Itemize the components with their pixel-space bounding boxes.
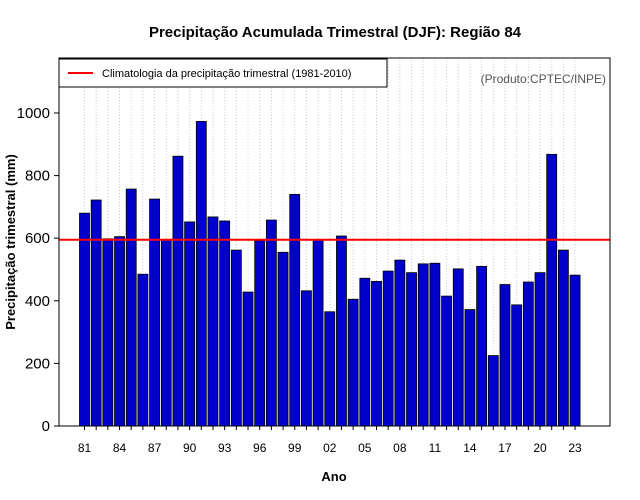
bar-20 [534, 272, 546, 427]
bar-91 [195, 121, 207, 427]
bar-94 [230, 249, 242, 427]
bar-88 [160, 239, 172, 427]
bar-10 [417, 263, 429, 427]
bar-97 [265, 219, 277, 427]
bar-01 [312, 239, 324, 427]
x-tick-label-02: 02 [323, 441, 337, 455]
bar-83 [102, 238, 114, 427]
x-tick-label-11: 11 [429, 441, 442, 455]
x-tick-label-96: 96 [253, 441, 267, 455]
x-tick-label-84: 84 [113, 441, 127, 455]
credit-text: (Produto:CPTEC/INPE) [481, 72, 606, 86]
bar-89 [172, 155, 184, 427]
legend: Climatologia da precipitação trimestral … [58, 58, 388, 88]
bar-00 [301, 290, 312, 427]
bar-08 [394, 259, 406, 427]
bar-81 [79, 212, 90, 427]
bar-02 [324, 311, 336, 427]
bar-11 [429, 262, 441, 427]
x-tick-label-81: 81 [78, 441, 92, 455]
bar-14 [464, 309, 476, 427]
y-tick-label-0: 0 [42, 418, 50, 435]
x-axis-label: Ano [321, 469, 346, 484]
y-axis-label: Precipitação trimestral (mm) [3, 154, 18, 330]
x-tick-label-23: 23 [568, 441, 582, 455]
x-tick-label-20: 20 [533, 441, 547, 455]
bar-19 [522, 281, 534, 427]
y-tick-label-200: 200 [25, 355, 50, 372]
chart-title: Precipitação Acumulada Trimestral (DJF):… [149, 24, 522, 41]
y-axis: 0 200 400 600 800 1000 [17, 105, 59, 435]
bar-04 [347, 298, 359, 427]
bar-05 [359, 277, 371, 427]
x-tick-label-08: 08 [393, 441, 407, 455]
y-tick-label-400: 400 [25, 293, 50, 310]
x-axis: 81 84 87 90 93 96 99 02 05 08 11 14 17 20 23 [78, 426, 582, 455]
bar-06 [371, 280, 382, 427]
bar-22 [557, 249, 569, 427]
bar-86 [137, 273, 149, 427]
bar-95 [242, 291, 254, 427]
bar-99 [289, 193, 301, 427]
bar-03 [336, 235, 347, 427]
bar-82 [90, 199, 102, 427]
x-tick-label-17: 17 [498, 441, 512, 455]
bar-17 [499, 284, 511, 427]
x-tick-label-93: 93 [218, 441, 232, 455]
y-tick-label-800: 800 [25, 168, 50, 185]
bar-15 [476, 265, 488, 427]
bar-90 [184, 221, 196, 427]
bar-93 [219, 220, 231, 427]
legend-box [58, 58, 388, 88]
bars [79, 121, 581, 427]
legend-label: Climatologia da precipitação trimestral … [102, 68, 351, 80]
x-tick-label-05: 05 [358, 441, 372, 455]
bar-96 [254, 240, 266, 427]
bar-12 [441, 295, 452, 427]
bar-85 [125, 188, 137, 427]
bar-09 [406, 272, 417, 427]
y-tick-label-600: 600 [25, 230, 50, 247]
y-tick-label-1000: 1000 [17, 105, 50, 122]
bar-87 [149, 198, 160, 427]
bar-23 [569, 274, 581, 427]
bar-98 [277, 251, 289, 427]
bar-16 [487, 355, 499, 427]
bar-84 [114, 236, 125, 427]
x-tick-label-99: 99 [288, 441, 302, 455]
plot-border [58, 57, 611, 427]
bar-21 [546, 153, 558, 427]
bar-07 [382, 270, 394, 427]
bar-13 [452, 268, 464, 427]
bar-92 [207, 216, 219, 427]
x-tick-label-87: 87 [148, 441, 162, 455]
x-tick-label-14: 14 [463, 441, 477, 455]
bar-18 [511, 304, 523, 427]
x-tick-label-90: 90 [183, 441, 197, 455]
